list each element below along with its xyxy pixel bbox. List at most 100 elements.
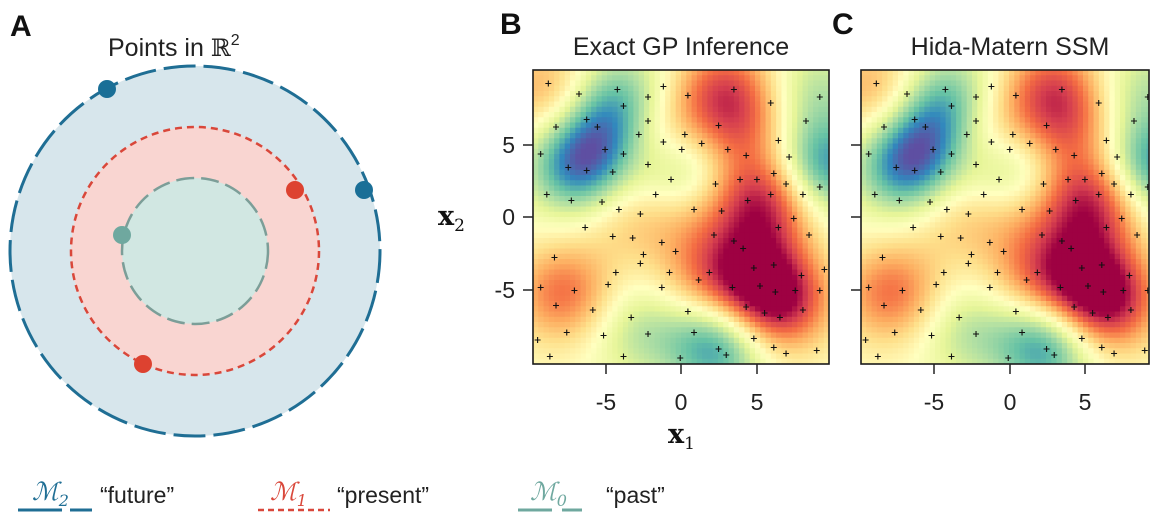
heatmap-cell bbox=[861, 164, 867, 171]
xtick-label: 5 bbox=[751, 389, 764, 415]
heatmap-cell bbox=[892, 154, 899, 160]
heatmap-cell bbox=[887, 143, 894, 150]
heatmap-cell bbox=[681, 343, 687, 349]
heatmap-cell bbox=[807, 117, 814, 124]
heatmap-cell bbox=[733, 180, 740, 187]
heatmap-cell bbox=[575, 211, 582, 218]
heatmap-cell bbox=[659, 264, 666, 271]
heatmap-cell bbox=[1003, 169, 1010, 176]
heatmap-cell bbox=[961, 259, 968, 265]
heatmap-cell bbox=[591, 211, 598, 218]
heatmap-cell bbox=[876, 222, 883, 229]
heatmap-cell bbox=[691, 91, 698, 97]
heatmap-cell bbox=[945, 211, 952, 218]
heatmap-cell bbox=[554, 101, 561, 108]
heatmap-cell bbox=[580, 238, 587, 244]
heatmap-cell bbox=[686, 238, 693, 244]
heatmap-cell bbox=[966, 248, 973, 255]
heatmap-cell bbox=[628, 343, 635, 349]
heatmap-cell bbox=[866, 185, 873, 192]
heatmap-cell bbox=[712, 154, 719, 160]
heatmap-cell bbox=[564, 175, 571, 181]
heatmap-cell bbox=[823, 154, 829, 160]
heatmap-cell bbox=[797, 122, 804, 129]
heatmap-cell bbox=[765, 143, 772, 150]
heatmap-cell bbox=[945, 138, 952, 145]
heatmap-cell bbox=[882, 190, 889, 197]
heatmap-cell bbox=[961, 201, 968, 208]
heatmap-cell bbox=[977, 148, 984, 155]
heatmap-cell bbox=[892, 169, 899, 176]
heatmap-cell bbox=[739, 70, 746, 76]
heatmap-cell bbox=[950, 264, 957, 271]
heatmap-cell bbox=[797, 133, 804, 139]
observation-point bbox=[640, 251, 647, 258]
heatmap-cell bbox=[908, 112, 915, 118]
heatmap-cell bbox=[1003, 211, 1010, 218]
heatmap-cell bbox=[876, 80, 883, 87]
heatmap-cell bbox=[977, 217, 984, 223]
heatmap-cell bbox=[622, 122, 629, 129]
heatmap-cell bbox=[797, 190, 804, 197]
heatmap-cell bbox=[765, 264, 772, 271]
heatmap-cell bbox=[908, 332, 915, 339]
heatmap-cell bbox=[559, 280, 566, 286]
heatmap-cell bbox=[649, 232, 656, 239]
heatmap-cell bbox=[929, 91, 936, 97]
heatmap-cell bbox=[644, 348, 650, 355]
heatmap-cell bbox=[982, 306, 989, 313]
heatmap-cell bbox=[1014, 190, 1021, 197]
heatmap-cell bbox=[786, 301, 793, 307]
heatmap-cell bbox=[670, 127, 677, 134]
heatmap-cell bbox=[675, 211, 682, 218]
heatmap-cell bbox=[580, 175, 587, 181]
heatmap-cell bbox=[866, 253, 873, 260]
heatmap-cell bbox=[940, 138, 947, 145]
heatmap-cell bbox=[538, 358, 545, 364]
heatmap-cell bbox=[898, 274, 904, 281]
heatmap-cell bbox=[739, 322, 746, 328]
heatmap-cell bbox=[903, 232, 910, 239]
heatmap-cell bbox=[575, 337, 582, 344]
heatmap-cell bbox=[892, 353, 899, 360]
heatmap-cell bbox=[813, 358, 820, 364]
heatmap-cell bbox=[802, 248, 809, 255]
heatmap-cell bbox=[612, 285, 619, 292]
heatmap-cell bbox=[861, 211, 867, 218]
heatmap-cell bbox=[882, 70, 889, 76]
heatmap-cell bbox=[570, 127, 576, 134]
heatmap-cell bbox=[702, 253, 709, 260]
heatmap-cell bbox=[612, 96, 619, 103]
heatmap-cell bbox=[786, 285, 793, 292]
heatmap-cell bbox=[543, 185, 550, 192]
heatmap-cell bbox=[861, 143, 867, 150]
heatmap-cell bbox=[601, 248, 608, 255]
heatmap-cell bbox=[564, 353, 571, 360]
heatmap-cell bbox=[585, 253, 592, 260]
heatmap-cell bbox=[723, 311, 730, 318]
heatmap-cell bbox=[691, 316, 698, 323]
heatmap-cell bbox=[575, 327, 582, 334]
observation-point bbox=[698, 140, 705, 147]
heatmap-cell bbox=[919, 327, 926, 334]
heatmap-cell bbox=[612, 190, 619, 197]
heatmap-cell bbox=[755, 185, 761, 192]
heatmap-cell bbox=[554, 222, 561, 229]
heatmap-cell bbox=[591, 101, 598, 108]
heatmap-cell bbox=[728, 248, 735, 255]
heatmap-cell bbox=[617, 112, 624, 118]
heatmap-cell bbox=[776, 222, 783, 229]
heatmap-cell bbox=[945, 196, 952, 202]
heatmap-cell bbox=[755, 217, 761, 223]
heatmap-cell bbox=[1009, 180, 1015, 187]
heatmap-cell bbox=[712, 353, 719, 360]
heatmap-cell bbox=[792, 143, 798, 150]
heatmap-cell bbox=[681, 112, 687, 118]
heatmap-cell bbox=[591, 190, 598, 197]
heatmap-cell bbox=[739, 180, 746, 187]
heatmap-cell bbox=[898, 206, 904, 213]
heatmap-cell bbox=[1014, 206, 1021, 213]
heatmap-cell bbox=[585, 301, 592, 307]
heatmap-cell bbox=[628, 306, 635, 313]
heatmap-cell bbox=[570, 101, 576, 108]
